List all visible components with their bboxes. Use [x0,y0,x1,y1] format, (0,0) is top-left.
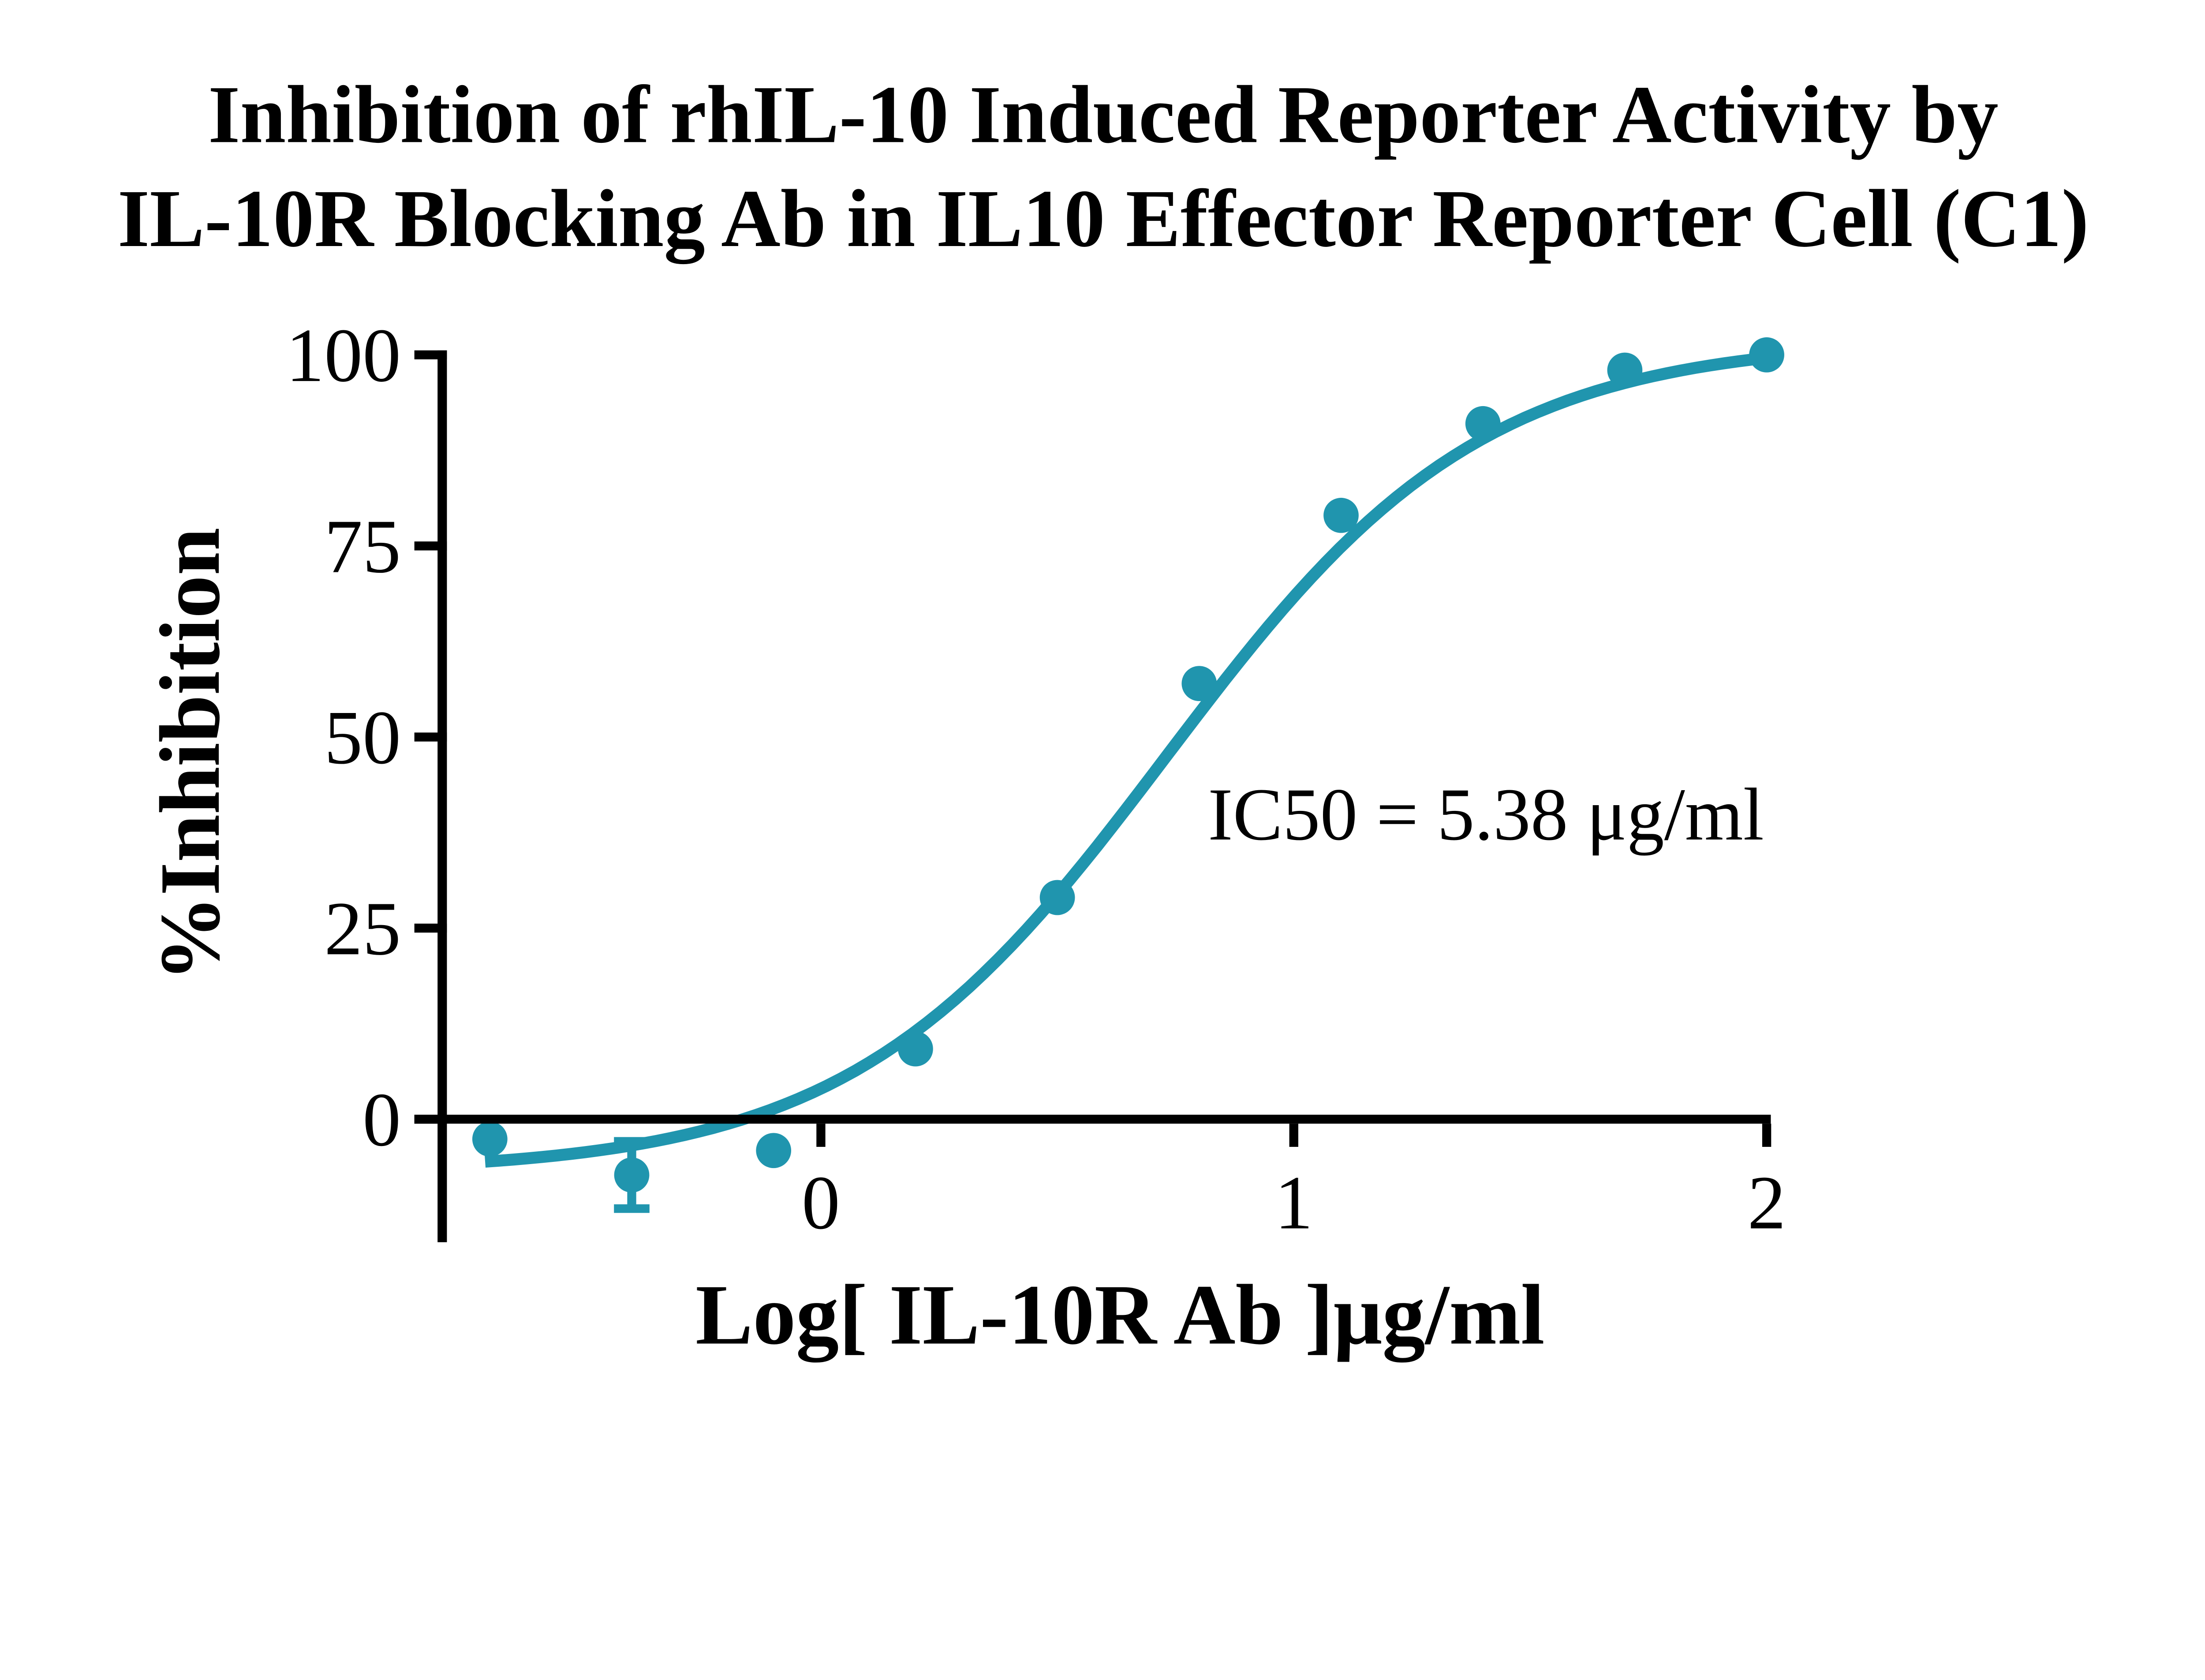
data-point [1749,337,1784,373]
x-tick-mark [1289,1124,1298,1147]
x-tick-label: 1 [1274,1160,1313,1245]
x-tick-mark [816,1124,826,1147]
data-point [1607,352,1643,388]
error-bar-cap-bottom [614,1204,650,1213]
data-point [756,1133,792,1169]
x-tick-label: 0 [802,1160,840,1245]
y-tick-mark [414,732,447,742]
data-point-layer [472,337,1784,1193]
y-axis-title: %Inhibition [142,527,238,982]
error-bar-cap-top [614,1137,650,1146]
x-axis-line [414,1114,1771,1124]
chart-title-line1: Inhibition of rhIL-10 Induced Reporter A… [208,69,1998,160]
data-point [614,1157,650,1193]
figure-container: 0 25 50 75 100 0 1 2 Inhibition of rhIL-10 Indu… [117,69,2089,1363]
data-point [1181,666,1217,701]
dose-response-chart: 0 25 50 75 100 0 1 2 Inhibition of rhIL-10 Indu… [117,69,2089,1363]
tick-label-layer: 0 25 50 75 100 0 1 2 [286,313,1786,1245]
x-tick-label: 2 [1748,1160,1786,1245]
data-point [1039,880,1075,915]
y-tick-label: 100 [286,313,401,398]
chart-title-line2: IL-10R Blocking Ab in IL10 Effector Repo… [118,173,2089,264]
x-axis-title: Log[ IL-10R Ab ]μg/ml [695,1267,1545,1363]
fit-curve [485,352,1768,1168]
data-point [1465,406,1501,441]
fit-curve-layer [485,352,1768,1168]
y-axis-line [437,350,447,1243]
y-tick-label: 0 [363,1077,401,1162]
data-point [472,1121,508,1157]
ic50-annotation: IC50 = 5.38 μg/ml [1208,773,1764,856]
axis-layer [414,350,1771,1243]
y-tick-label: 50 [324,695,401,780]
y-tick-mark [414,350,447,359]
x-tick-mark [1762,1124,1771,1147]
y-tick-mark [414,923,447,933]
data-point [1323,497,1359,533]
y-tick-mark [414,1114,447,1124]
y-tick-label: 75 [324,504,401,589]
data-point [898,1031,933,1067]
y-tick-label: 25 [324,886,401,971]
y-tick-mark [414,541,447,551]
